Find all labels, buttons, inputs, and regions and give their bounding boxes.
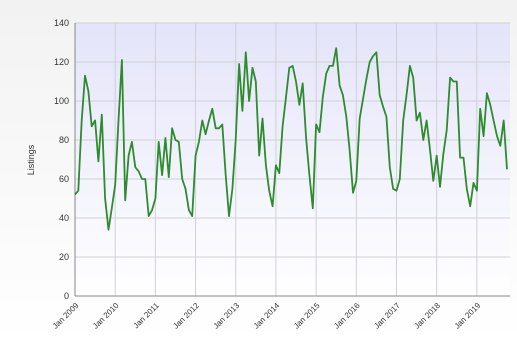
y-tick-label: 60 [59,174,69,184]
y-tick-label: 100 [54,96,69,106]
y-tick-label: 80 [59,135,69,145]
data-line [74,47,508,231]
y-tick-label: 40 [59,213,69,223]
y-tick-label: 120 [54,57,69,67]
y-tick-label: 20 [59,252,69,262]
plot-area [75,23,510,296]
y-tick-label: 0 [64,291,69,301]
y-tick-label: 140 [54,18,69,28]
y-axis-label: Listings [26,144,36,175]
